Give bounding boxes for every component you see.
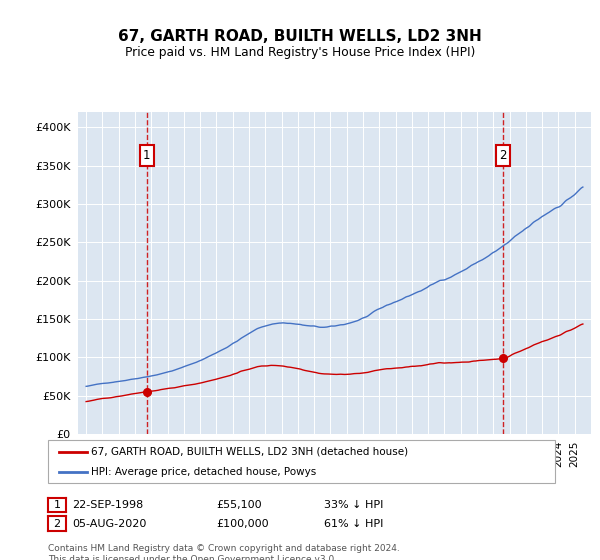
Text: 2: 2 <box>53 519 61 529</box>
Text: 05-AUG-2020: 05-AUG-2020 <box>72 519 146 529</box>
Text: 61% ↓ HPI: 61% ↓ HPI <box>324 519 383 529</box>
Text: 2: 2 <box>499 149 506 162</box>
Text: 33% ↓ HPI: 33% ↓ HPI <box>324 500 383 510</box>
Text: Contains HM Land Registry data © Crown copyright and database right 2024.
This d: Contains HM Land Registry data © Crown c… <box>48 544 400 560</box>
Text: 67, GARTH ROAD, BUILTH WELLS, LD2 3NH: 67, GARTH ROAD, BUILTH WELLS, LD2 3NH <box>118 29 482 44</box>
Text: HPI: Average price, detached house, Powys: HPI: Average price, detached house, Powy… <box>91 467 316 477</box>
Text: 1: 1 <box>143 149 151 162</box>
Text: 67, GARTH ROAD, BUILTH WELLS, LD2 3NH (detached house): 67, GARTH ROAD, BUILTH WELLS, LD2 3NH (d… <box>91 447 409 456</box>
Text: Price paid vs. HM Land Registry's House Price Index (HPI): Price paid vs. HM Land Registry's House … <box>125 46 475 59</box>
Text: £100,000: £100,000 <box>216 519 269 529</box>
Text: £55,100: £55,100 <box>216 500 262 510</box>
Text: 22-SEP-1998: 22-SEP-1998 <box>72 500 143 510</box>
Text: 1: 1 <box>53 500 61 510</box>
